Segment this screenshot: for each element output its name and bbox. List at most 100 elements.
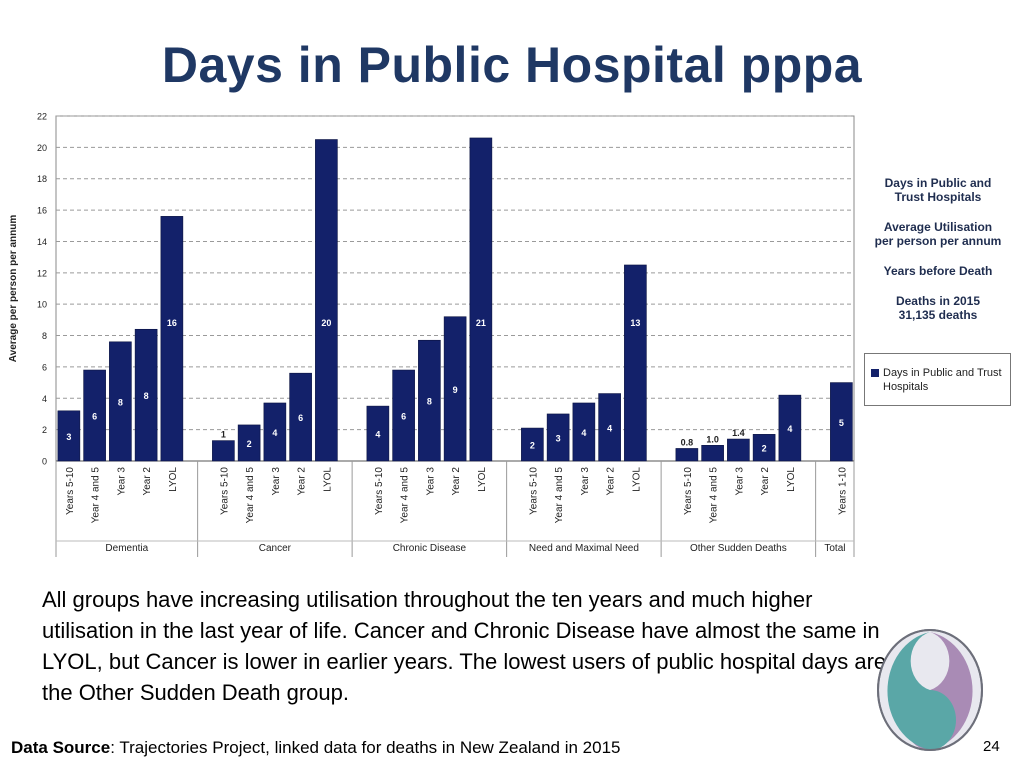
bar bbox=[83, 369, 106, 462]
bar bbox=[289, 372, 312, 462]
x-tick-label: LYOL bbox=[322, 467, 333, 492]
data-label: 21 bbox=[476, 318, 486, 328]
data-label: 1.0 bbox=[706, 434, 719, 444]
y-tick-label: 22 bbox=[37, 112, 47, 122]
bar bbox=[521, 427, 544, 462]
data-label: 2 bbox=[530, 441, 535, 451]
legend-swatch bbox=[871, 369, 879, 377]
slide-title: Days in Public Hospital pppa bbox=[161, 37, 863, 93]
data-label: 2 bbox=[247, 439, 252, 449]
x-tick-label: Years 1-10 bbox=[837, 467, 848, 515]
chart-legend: Days in Public and Trust Hospitals bbox=[864, 353, 1011, 406]
group-label: Need and Maximal Need bbox=[529, 543, 639, 554]
x-tick-label: Years 5-10 bbox=[374, 467, 385, 515]
data-label: 6 bbox=[92, 412, 97, 422]
data-source-text: : Trajectories Project, linked data for … bbox=[110, 738, 621, 757]
data-label: 4 bbox=[581, 428, 586, 438]
data-label: 20 bbox=[321, 318, 331, 328]
y-tick-label: 18 bbox=[37, 174, 47, 184]
data-label: 3 bbox=[556, 433, 561, 443]
bar bbox=[315, 139, 338, 462]
data-label: 4 bbox=[787, 424, 792, 434]
bar bbox=[237, 424, 261, 462]
x-tick-label: Year 4 and 5 bbox=[91, 467, 102, 524]
group-label: Other Sudden Deaths bbox=[690, 543, 787, 554]
bar bbox=[701, 445, 724, 462]
x-tick-label: Year 4 and 5 bbox=[709, 467, 720, 524]
x-tick-label: Year 2 bbox=[142, 467, 153, 496]
bar bbox=[212, 440, 235, 462]
data-label: 8 bbox=[427, 397, 432, 407]
y-tick-label: 4 bbox=[42, 394, 47, 404]
data-label: 3 bbox=[66, 432, 71, 442]
data-label: 1.4 bbox=[732, 428, 745, 438]
x-tick-label: Year 2 bbox=[451, 467, 462, 496]
bar bbox=[418, 339, 441, 462]
y-tick-label: 10 bbox=[37, 300, 47, 310]
data-label: 8 bbox=[144, 391, 149, 401]
y-tick-label: 16 bbox=[37, 206, 47, 216]
y-tick-label: 20 bbox=[37, 143, 47, 153]
data-label: 4 bbox=[607, 423, 612, 433]
x-tick-label: Years 5-10 bbox=[683, 467, 694, 515]
side-note-deaths: Deaths in 2015 31,135 deaths bbox=[895, 294, 981, 322]
bar bbox=[469, 137, 493, 462]
data-label: 4 bbox=[272, 428, 277, 438]
x-tick-label: Year 4 and 5 bbox=[400, 467, 411, 524]
group-label: Total bbox=[824, 543, 845, 554]
x-tick-label: Year 3 bbox=[271, 467, 282, 496]
bar bbox=[392, 369, 415, 462]
data-label: 6 bbox=[401, 412, 406, 422]
bar bbox=[598, 393, 621, 462]
data-label: 1 bbox=[221, 430, 226, 440]
data-label: 13 bbox=[630, 318, 640, 328]
legend-label: Days in Public and Trust Hospitals bbox=[883, 367, 1002, 393]
y-tick-label: 2 bbox=[42, 425, 47, 435]
bar bbox=[546, 413, 570, 462]
y-tick-label: 12 bbox=[37, 268, 47, 278]
x-tick-label: Year 4 and 5 bbox=[245, 467, 256, 524]
bar bbox=[830, 382, 853, 462]
slide-body-text: All groups have increasing utilisation t… bbox=[42, 587, 887, 705]
x-tick-label: Year 2 bbox=[297, 467, 308, 496]
side-note-title: Days in Public and Trust Hospitals bbox=[884, 176, 992, 204]
data-label: 2 bbox=[762, 444, 767, 454]
organisation-logo bbox=[877, 629, 983, 751]
x-tick-label: LYOL bbox=[631, 467, 642, 492]
bar bbox=[752, 434, 776, 462]
x-tick-label: LYOL bbox=[477, 467, 488, 492]
bar bbox=[624, 264, 647, 462]
data-label: 6 bbox=[298, 413, 303, 423]
x-tick-label: LYOL bbox=[786, 467, 797, 492]
data-label: 8 bbox=[118, 397, 123, 407]
data-label: 0.8 bbox=[681, 437, 694, 447]
data-source-footer: Data Source: Trajectories Project, linke… bbox=[11, 738, 621, 758]
data-source-label: Data Source bbox=[11, 738, 111, 757]
bar bbox=[366, 405, 390, 462]
x-tick-label: Year 3 bbox=[116, 467, 127, 496]
group-label: Chronic Disease bbox=[393, 543, 467, 554]
bar bbox=[134, 328, 158, 462]
x-tick-label: Year 2 bbox=[606, 467, 617, 496]
y-tick-label: 6 bbox=[42, 362, 47, 372]
page-number: 24 bbox=[983, 738, 1000, 755]
y-axis-label: Average per person per annum bbox=[8, 215, 19, 363]
x-tick-label: Year 3 bbox=[580, 467, 591, 496]
data-label: 16 bbox=[167, 318, 177, 328]
bar bbox=[778, 394, 802, 462]
data-label: 4 bbox=[375, 430, 380, 440]
side-note-axis: Years before Death bbox=[883, 264, 993, 278]
group-label: Dementia bbox=[105, 543, 148, 554]
x-tick-label: Year 3 bbox=[734, 467, 745, 496]
x-tick-label: Years 5-10 bbox=[528, 467, 539, 515]
side-notes: Days in Public and Trust Hospitals Avera… bbox=[868, 176, 1008, 338]
bar bbox=[572, 402, 596, 462]
x-tick-label: Years 5-10 bbox=[219, 467, 230, 515]
bar bbox=[263, 402, 287, 462]
bar bbox=[727, 438, 750, 462]
bar bbox=[443, 316, 467, 462]
data-label: 9 bbox=[453, 385, 458, 395]
bar bbox=[57, 410, 81, 462]
bar bbox=[675, 448, 699, 462]
